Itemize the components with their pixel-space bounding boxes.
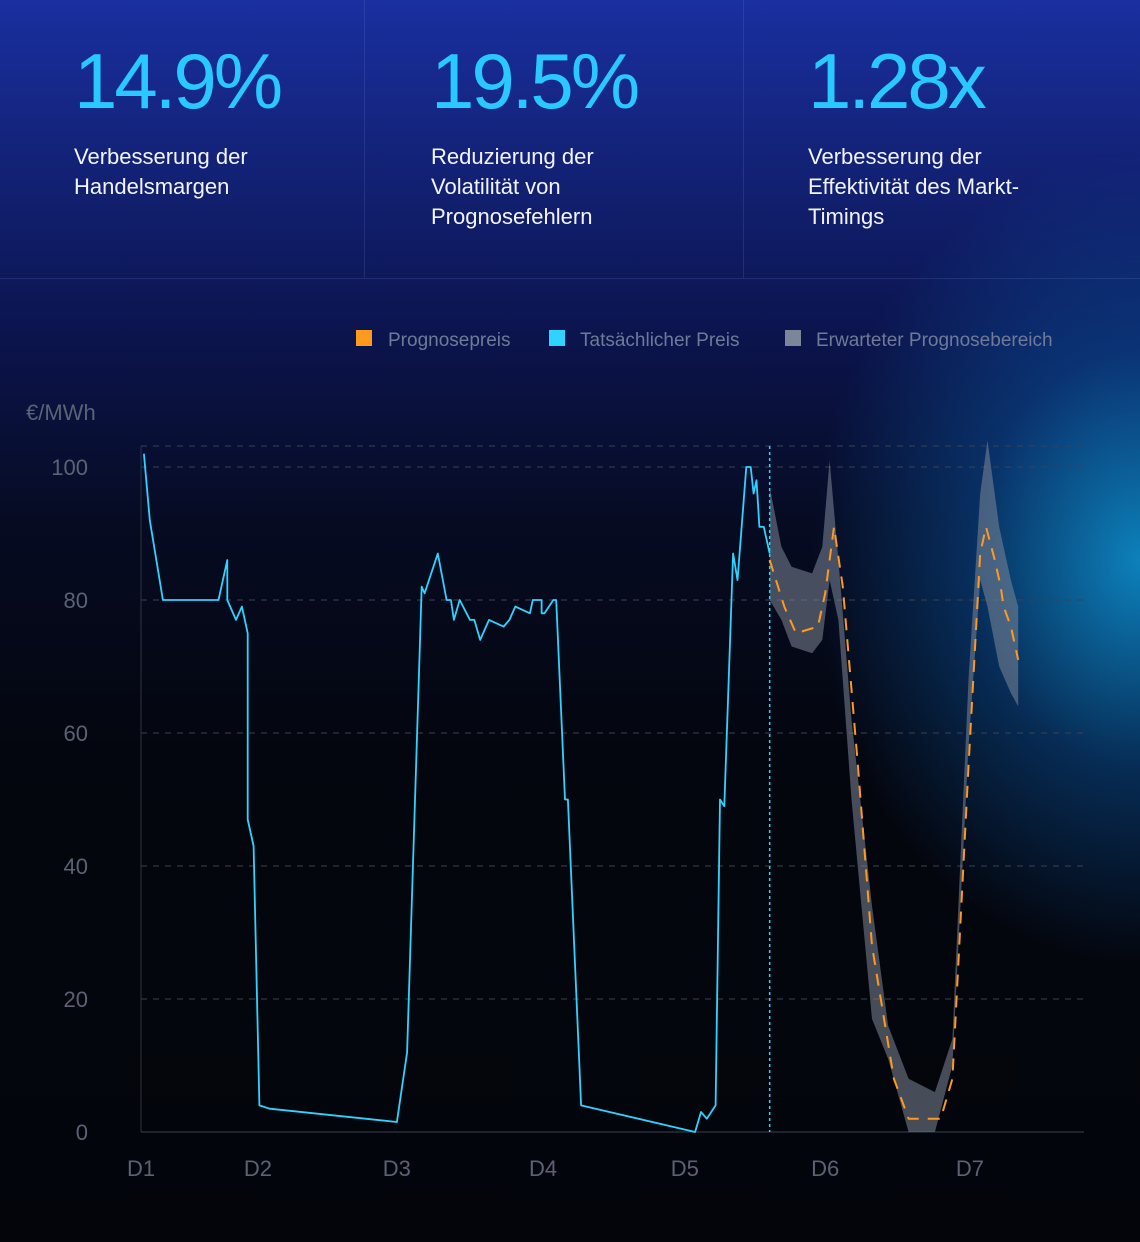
y-tick-label: 20 [64, 987, 88, 1012]
chart-legend: Prognosepreis Tatsächlicher Preis Erwart… [356, 330, 1053, 351]
x-tick-label: D2 [244, 1156, 272, 1181]
stat-label-line: Reduzierung der [431, 144, 594, 169]
legend-swatch-actual [549, 330, 565, 346]
x-tick-label: D6 [811, 1156, 839, 1181]
legend-label-range: Erwarteter Prognosebereich [816, 330, 1053, 351]
stat-label-line: Prognosefehlern [431, 204, 593, 229]
y-axis-unit-label: €/MWh [26, 400, 96, 425]
x-tick-label: D5 [671, 1156, 699, 1181]
stat-value: 19.5% [431, 37, 640, 125]
x-tick-label: D7 [956, 1156, 984, 1181]
stat-label-line: Timings [808, 204, 885, 229]
stat-label-line: Verbesserung der [808, 144, 982, 169]
grid-lines [140, 445, 1084, 1133]
actual-price-line [143, 453, 771, 1133]
legend-swatch-forecast [356, 330, 372, 346]
y-axis-ticks: 0 20 40 60 80 100 [51, 455, 88, 1145]
stat-label-line: Verbesserung der [74, 144, 248, 169]
stat-value: 14.9% [74, 37, 283, 125]
stat-card-timing: 1.28x Verbesserung der Effektivität des … [743, 0, 1140, 278]
x-axis-ticks: D1 D2 D3 D4 D5 D6 D7 [127, 1156, 984, 1181]
stat-label: Verbesserung der Effektivität des Markt-… [808, 142, 1019, 232]
legend-swatch-range [785, 330, 801, 346]
stat-card-volatility: 19.5% Reduzierung der Volatilität von Pr… [364, 0, 743, 278]
y-tick-label: 100 [51, 455, 88, 480]
legend-label-forecast: Prognosepreis [388, 330, 511, 351]
y-tick-label: 40 [64, 854, 88, 879]
stat-label: Verbesserung der Handelsmargen [74, 142, 248, 202]
plot-area [143, 440, 1020, 1133]
stats-row: 14.9% Verbesserung der Handelsmargen 19.… [0, 0, 1140, 279]
y-tick-label: 80 [64, 588, 88, 613]
y-tick-label: 60 [64, 721, 88, 746]
x-tick-label: D3 [383, 1156, 411, 1181]
forecast-range-band [769, 440, 1019, 1132]
y-tick-label: 0 [76, 1120, 88, 1145]
stat-value: 1.28x [808, 37, 987, 125]
stat-label-line: Effektivität des Markt- [808, 174, 1020, 199]
x-tick-label: D1 [127, 1156, 155, 1181]
x-tick-label: D4 [529, 1156, 557, 1181]
stat-label-line: Handelsmargen [74, 174, 230, 199]
stat-label: Reduzierung der Volatilität von Prognose… [431, 142, 594, 232]
stat-label-line: Volatilität von [431, 174, 561, 199]
forecast-price-line [768, 525, 1020, 1120]
legend-label-actual: Tatsächlicher Preis [580, 330, 739, 351]
stat-card-margins: 14.9% Verbesserung der Handelsmargen [0, 0, 364, 278]
